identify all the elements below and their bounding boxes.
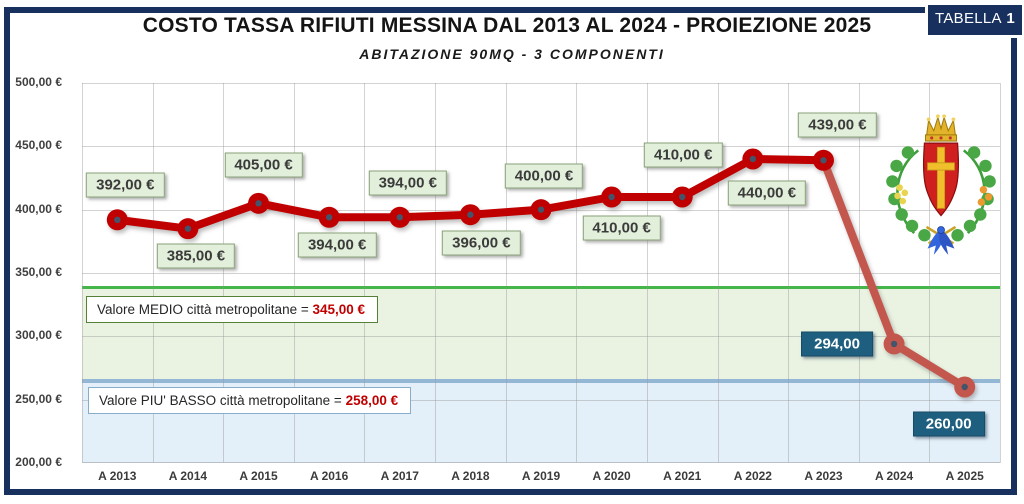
data-point-center xyxy=(679,193,686,201)
vertical-gridline xyxy=(1000,83,1001,463)
vertical-gridline xyxy=(82,83,83,463)
vertical-gridline xyxy=(152,83,154,463)
data-label-a-2021: 410,00 € xyxy=(644,142,723,168)
cost-line-series xyxy=(106,148,976,398)
data-label-a-2018: 396,00 € xyxy=(442,230,521,256)
data-label-a-2015: 405,00 € xyxy=(224,152,303,178)
y-tick-label: 250,00 € xyxy=(15,391,62,406)
data-label-a-2023: 439,00 € xyxy=(798,112,877,138)
x-tick-label: A 2025 xyxy=(945,469,984,483)
data-label-a-2017: 394,00 € xyxy=(368,170,447,196)
x-axis-line xyxy=(82,462,1000,463)
annotation-box-1: Valore PIU' BASSO città metropolitane = … xyxy=(88,387,412,414)
vertical-gridline xyxy=(858,83,860,463)
y-tick-label: 400,00 € xyxy=(15,201,62,216)
data-point-center xyxy=(114,216,121,223)
chart-title: COSTO TASSA RIFIUTI MESSINA DAL 2013 AL … xyxy=(142,14,872,37)
plot-area: 392,00 € 385,00 € 405,00 € 394,00 € 394,00 €… xyxy=(82,83,1001,463)
x-tick-label: A 2013 xyxy=(98,469,137,483)
data-point-center xyxy=(467,211,474,218)
annotation-value: 258,00 € xyxy=(345,393,399,408)
x-tick-label: A 2015 xyxy=(239,469,278,483)
x-tick-label: A 2017 xyxy=(380,469,419,483)
vertical-gridline xyxy=(646,83,648,463)
x-tick-label: A 2016 xyxy=(310,469,349,483)
data-point-center xyxy=(961,383,968,391)
badge-number: 1 xyxy=(1006,10,1015,27)
vertical-gridline xyxy=(576,83,578,463)
vertical-gridline xyxy=(505,83,507,463)
x-tick-label: A 2021 xyxy=(663,469,702,483)
x-tick-label: A 2022 xyxy=(733,469,772,483)
x-axis: A 2013 A 2014 A 2015 A 2016 A 2017 A 2018 A 20… xyxy=(82,469,1000,489)
horizontal-gridline xyxy=(82,399,1000,401)
data-label-a-2024: 294,00 xyxy=(801,331,874,357)
vertical-gridline xyxy=(929,83,931,463)
tabella-badge: TABELLA 1 xyxy=(925,5,1022,38)
y-tick-label: 200,00 € xyxy=(15,455,62,469)
data-point-center xyxy=(537,206,545,213)
vertical-gridline xyxy=(364,83,366,463)
x-tick-label: A 2018 xyxy=(451,469,490,483)
data-point-center xyxy=(396,214,403,221)
badge-label: TABELLA xyxy=(935,10,1002,27)
data-label-a-2019: 400,00 € xyxy=(504,163,584,189)
data-label-a-2014: 385,00 € xyxy=(156,243,236,269)
horizontal-gridline xyxy=(82,146,1000,148)
y-tick-label: 500,00 € xyxy=(15,75,62,89)
x-tick-label: A 2019 xyxy=(521,469,561,483)
vertical-gridline xyxy=(223,83,225,463)
vertical-gridline xyxy=(788,83,790,463)
vertical-gridline xyxy=(293,83,295,463)
x-tick-label: A 2014 xyxy=(168,469,208,483)
data-point-center xyxy=(608,193,615,201)
vertical-gridline xyxy=(435,83,437,463)
y-tick-label: 350,00 € xyxy=(15,265,62,279)
y-tick-label: 450,00 € xyxy=(15,138,62,153)
x-tick-label: A 2024 xyxy=(874,469,914,483)
data-label-a-2016: 394,00 € xyxy=(297,232,377,258)
data-label-a-2020: 410,00 € xyxy=(582,215,661,241)
chart-frame xyxy=(4,7,1017,495)
y-tick-label: 300,00 € xyxy=(15,328,62,343)
data-point-center xyxy=(184,225,192,232)
annotation-value: 345,00 € xyxy=(312,302,366,317)
annotation-text: Valore PIU' BASSO città metropolitane = xyxy=(99,393,346,408)
annotation-text: Valore MEDIO città metropolitane = xyxy=(97,302,313,317)
chart-subtitle: ABITAZIONE 90MQ - 3 COMPONENTI xyxy=(359,46,665,62)
horizontal-gridline xyxy=(82,83,1000,84)
x-tick-label: A 2023 xyxy=(804,469,843,483)
data-label-a-2013: 392,00 € xyxy=(86,172,165,198)
data-point-center xyxy=(749,155,757,163)
annotation-box-0: Valore MEDIO città metropolitane = 345,0… xyxy=(86,296,379,323)
data-point-center xyxy=(255,200,262,207)
data-point-center xyxy=(820,157,827,164)
data-point-center xyxy=(890,340,898,348)
messina-coat-of-arms-icon xyxy=(886,114,996,255)
vertical-gridline xyxy=(717,83,719,463)
horizontal-gridline xyxy=(82,336,1000,338)
data-label-a-2022: 440,00 € xyxy=(727,180,807,206)
horizontal-gridline xyxy=(82,273,1000,274)
x-tick-label: A 2020 xyxy=(592,469,631,483)
data-point-center xyxy=(325,214,333,221)
data-label-a-2025: 260,00 xyxy=(912,411,985,437)
